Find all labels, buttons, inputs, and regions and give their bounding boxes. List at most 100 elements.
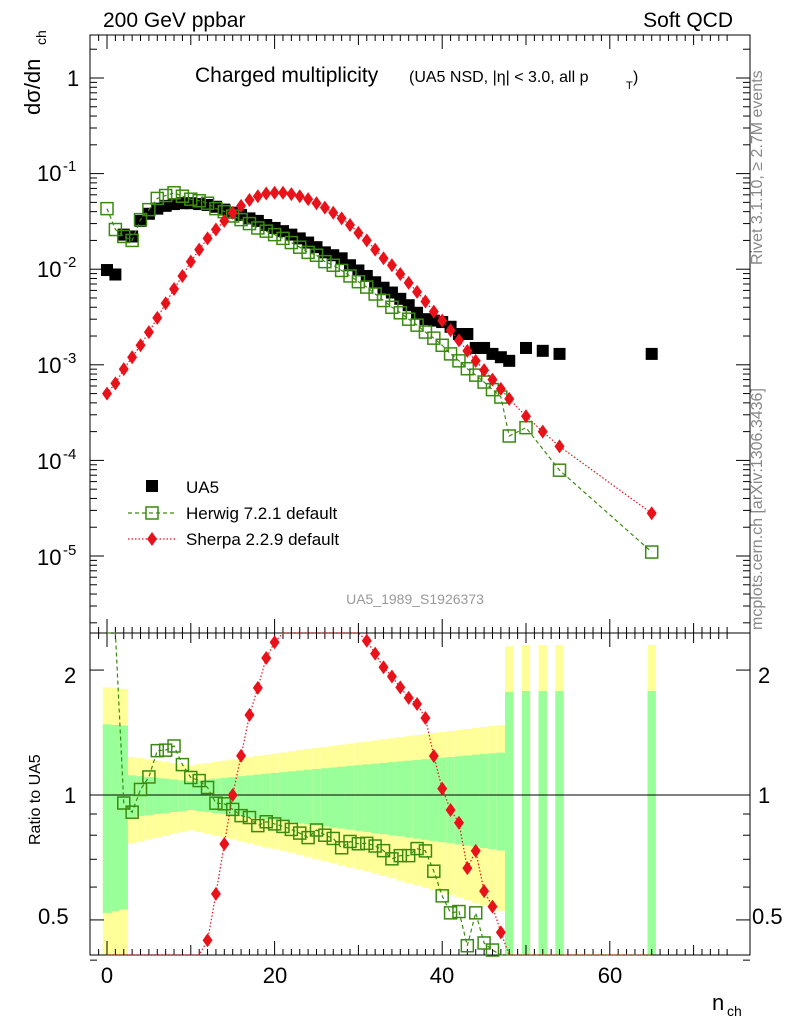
sherpa-point — [252, 189, 263, 204]
ratio-band-inner — [387, 762, 397, 836]
legend-marker-herwig — [145, 506, 159, 520]
herwig-ratio-point — [209, 796, 223, 810]
sherpa-point — [185, 254, 196, 269]
herwig-ratio-point — [117, 796, 131, 810]
sherpa-point — [202, 231, 213, 246]
herwig-point — [267, 227, 282, 242]
sherpa-point — [336, 211, 347, 226]
herwig-point — [192, 194, 206, 208]
y-tick-exp-5: -5 — [63, 542, 76, 559]
herwig-point — [117, 229, 131, 244]
side-label-source-text: mcplots.cern.ch [arXiv:1306.3436] — [749, 388, 766, 630]
herwig-ratio-point — [427, 864, 441, 878]
sherpa-ratio-point — [370, 646, 381, 661]
herwig-ratio-point — [435, 889, 449, 903]
herwig-ratio-point — [158, 743, 173, 757]
ua5-point — [645, 347, 658, 360]
y-axis-label-main: dσ/dn — [20, 59, 45, 115]
sherpa-point — [227, 205, 238, 220]
header-left: 200 GeV ppbar — [103, 9, 245, 32]
ratio-band-inner — [153, 777, 162, 814]
herwig-ratio-point — [192, 773, 206, 788]
ratio-band-inner — [169, 779, 179, 812]
sherpa-ratio-point — [453, 815, 464, 830]
ratio-band-inner — [312, 769, 321, 826]
ua5-point — [109, 268, 122, 281]
y-tick-label-10a: 10 — [37, 161, 61, 186]
y-axis-label: dσ/dn ch — [20, 30, 49, 115]
sherpa-point — [521, 409, 531, 424]
sherpa-point — [437, 313, 448, 328]
y-tick-label-10e: 10 — [37, 545, 61, 570]
ratio-tick-2-left: 2 — [64, 663, 76, 688]
herwig-point — [452, 354, 466, 368]
herwig-ratio-point — [468, 906, 483, 920]
ratio-band-inner — [270, 772, 279, 821]
herwig-point — [552, 463, 567, 477]
sherpa-point — [370, 242, 381, 257]
sherpa-ratio-point — [428, 749, 439, 764]
sherpa-point — [479, 363, 490, 378]
herwig-ratio-point — [351, 837, 366, 851]
x-tick-20: 20 — [263, 963, 287, 988]
legend-marker-ua5 — [146, 480, 158, 492]
ratio-band-inner — [111, 724, 120, 912]
y-tick-label-10c: 10 — [37, 353, 61, 378]
y-tick-labels: 1 10 -1 10 -2 10 -3 10 -4 10 -5 — [37, 66, 79, 570]
ratio-band-inner — [329, 767, 338, 828]
ratio-band-inner — [370, 763, 380, 833]
sherpa-ratio-point — [479, 884, 490, 899]
sherpa-ratio-point — [236, 748, 247, 763]
ratio-band-inner — [345, 765, 355, 830]
ratio-band-inner — [354, 765, 363, 831]
x-axis-label-sub: ch — [727, 1003, 742, 1019]
ua5-point — [536, 344, 549, 357]
herwig-ratio-point — [184, 770, 198, 785]
herwig-point — [443, 347, 458, 361]
ratio-band-inner — [446, 756, 455, 844]
side-label-events-text: Rivet 3.1.10, ≥ 2.7M events — [749, 70, 766, 265]
y-tick-exp-3: -3 — [63, 350, 76, 367]
ua5-point — [318, 246, 331, 259]
herwig-point — [318, 254, 332, 269]
sherpa-ratio-point — [386, 669, 397, 684]
sherpa-point — [453, 333, 464, 348]
ratio-line-1 — [107, 632, 652, 956]
sherpa-ratio-point — [219, 837, 230, 852]
ratio-band-inner — [337, 766, 346, 829]
herwig-point — [301, 245, 315, 260]
herwig-ratio-point — [125, 805, 139, 819]
sherpa-point — [378, 251, 389, 266]
herwig-point — [292, 240, 307, 254]
y-tick-label-10b: 10 — [37, 257, 61, 282]
herwig-point — [100, 201, 114, 216]
sherpa-point — [504, 391, 515, 406]
herwig-point — [519, 420, 533, 435]
herwig-point — [167, 186, 181, 200]
sherpa-point — [118, 362, 129, 377]
ratio-tick-05-right: 0.5 — [752, 904, 783, 929]
sherpa-point — [311, 196, 322, 211]
y-tick-exp-1: -1 — [63, 158, 76, 175]
sherpa-point — [403, 275, 414, 290]
legend-marker-sherpa — [147, 532, 157, 546]
herwig-ratio-point — [343, 834, 357, 849]
herwig-ratio-point — [477, 936, 491, 950]
herwig-point — [209, 201, 223, 216]
sherpa-ratio-point — [361, 633, 372, 648]
ratio-band-inner — [186, 781, 195, 811]
analysis-id: UA5_1989_S1926373 — [346, 591, 484, 607]
x-tick-40: 40 — [430, 963, 454, 988]
ratio-band-inner — [144, 777, 154, 815]
series-line-2 — [106, 192, 653, 514]
side-label-events: Rivet 3.1.10, ≥ 2.7M events — [749, 70, 766, 265]
sherpa-point — [294, 189, 305, 204]
herwig-ratio-point — [418, 844, 433, 858]
y-tick-exp-2: -2 — [63, 254, 76, 271]
herwig-ratio-point — [259, 815, 273, 829]
y-tick-label-10d: 10 — [37, 449, 61, 474]
ratio-band-inner — [438, 757, 447, 843]
y-axis-label-sub: ch — [33, 30, 49, 45]
ratio-band-inner — [404, 760, 413, 838]
